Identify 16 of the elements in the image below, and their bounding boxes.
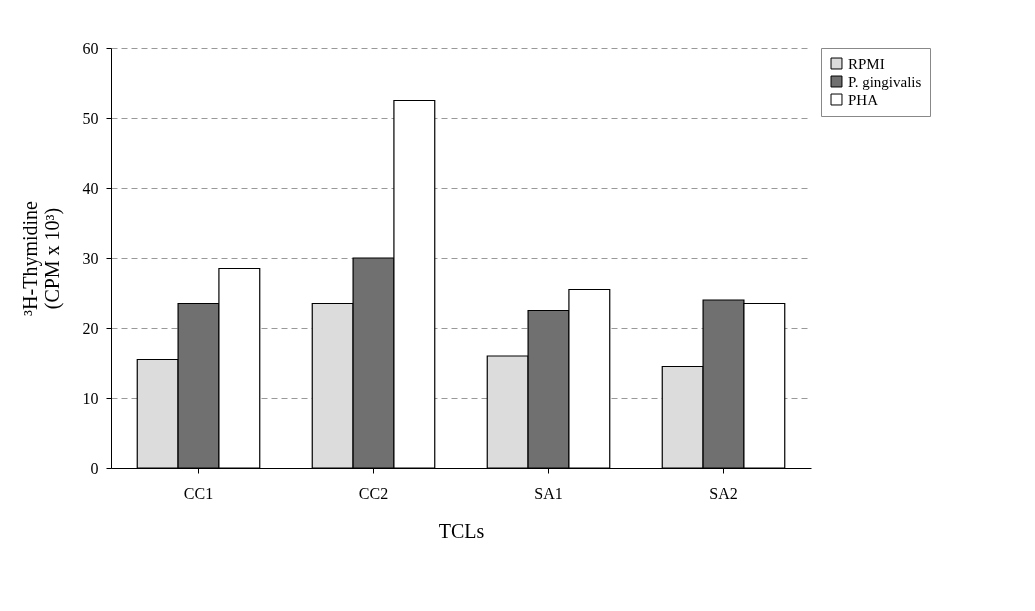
y-tick-label: 30 xyxy=(82,249,99,267)
x-tick-label: CC1 xyxy=(183,484,214,502)
y-tick-label: 10 xyxy=(82,389,99,407)
y-tick-label: 0 xyxy=(90,459,99,477)
y-tick-label: 50 xyxy=(82,109,99,127)
y-tick-label: 60 xyxy=(82,39,99,57)
y-tick-label: 20 xyxy=(82,319,99,337)
legend-label: RPMI xyxy=(848,55,885,72)
x-tick-label: CC2 xyxy=(358,484,389,502)
legend-label: PHA xyxy=(848,91,879,108)
x-axis-title: TCLs xyxy=(438,519,485,542)
y-tick-label: 40 xyxy=(82,179,99,197)
x-tick-label: SA1 xyxy=(534,484,563,502)
y-axis-title: ³H-Thymidine (CPM x 10³) xyxy=(18,200,64,316)
x-tick-label: SA2 xyxy=(709,484,738,502)
legend-label: P. gingivalis xyxy=(848,73,922,90)
